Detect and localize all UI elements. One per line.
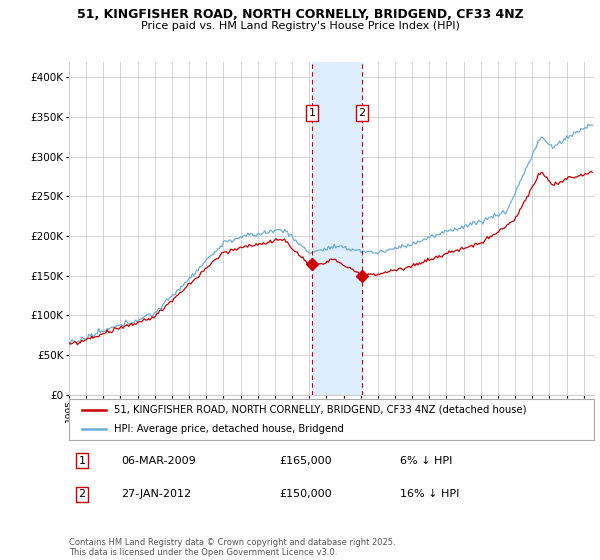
Text: 1: 1 [79, 456, 86, 465]
Text: 27-JAN-2012: 27-JAN-2012 [121, 489, 191, 499]
Text: 2: 2 [358, 108, 365, 118]
Text: 51, KINGFISHER ROAD, NORTH CORNELLY, BRIDGEND, CF33 4NZ: 51, KINGFISHER ROAD, NORTH CORNELLY, BRI… [77, 8, 523, 21]
Text: 16% ↓ HPI: 16% ↓ HPI [400, 489, 459, 499]
Text: HPI: Average price, detached house, Bridgend: HPI: Average price, detached house, Brid… [113, 424, 343, 434]
Text: 06-MAR-2009: 06-MAR-2009 [121, 456, 196, 465]
Text: £150,000: £150,000 [279, 489, 332, 499]
Text: 6% ↓ HPI: 6% ↓ HPI [400, 456, 452, 465]
Bar [312, 62, 362, 395]
Text: Price paid vs. HM Land Registry's House Price Index (HPI): Price paid vs. HM Land Registry's House … [140, 21, 460, 31]
Text: 1: 1 [308, 108, 316, 118]
Text: Contains HM Land Registry data © Crown copyright and database right 2025.
This d: Contains HM Land Registry data © Crown c… [69, 538, 395, 557]
Text: £165,000: £165,000 [279, 456, 332, 465]
Text: 51, KINGFISHER ROAD, NORTH CORNELLY, BRIDGEND, CF33 4NZ (detached house): 51, KINGFISHER ROAD, NORTH CORNELLY, BRI… [113, 405, 526, 415]
Text: 2: 2 [79, 489, 86, 499]
